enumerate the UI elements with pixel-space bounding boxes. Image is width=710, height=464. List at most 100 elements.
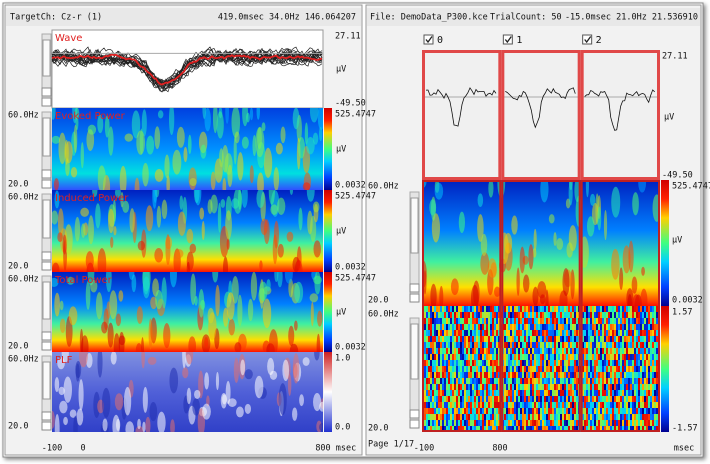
heatmap-cell (574, 426, 576, 432)
heatmap-cell (454, 366, 456, 372)
heatmap-cell (590, 420, 592, 426)
scroll-thumb[interactable] (42, 361, 51, 400)
heatmap-cell (532, 318, 534, 324)
heatmap-cell (608, 318, 610, 324)
heatmap-cell (518, 336, 520, 342)
heatmap-cell (566, 390, 568, 396)
heatmap-cell (524, 372, 526, 378)
heatmap-cell (618, 324, 620, 330)
heatmap-cell (530, 366, 532, 372)
heatmap-cell (428, 318, 430, 324)
heatmap-cell (486, 306, 488, 312)
heatmap-cell (586, 342, 588, 348)
zoom-in-button[interactable] (41, 331, 52, 341)
heatmap-cell (434, 372, 436, 378)
heatmap-cell (620, 396, 622, 402)
heatmap-cell (598, 420, 600, 426)
zoom-out-button[interactable] (41, 421, 52, 431)
heatmap-cell (456, 372, 458, 378)
heatmap-cell (466, 378, 468, 384)
heatmap-cell (600, 312, 602, 318)
heatmap-column (644, 306, 646, 432)
heatmap-cell (466, 360, 468, 366)
heatmap-blob (136, 130, 145, 155)
heatmap-cell (576, 306, 578, 312)
trial-checkbox[interactable] (502, 34, 513, 45)
zoom-in-button[interactable] (41, 411, 52, 421)
heatmap-cell (450, 342, 452, 348)
zoom-in-button[interactable] (409, 283, 420, 293)
heatmap-blob (247, 298, 254, 322)
zoom-out-button[interactable] (41, 97, 52, 107)
heatmap-cell (492, 414, 494, 420)
heatmap-cell (604, 384, 606, 390)
zoom-out-button[interactable] (41, 341, 52, 351)
heatmap-cell (440, 360, 442, 366)
heatmap-cell (532, 312, 534, 318)
heatmap-blob (309, 293, 319, 303)
scroll-thumb[interactable] (410, 323, 419, 380)
heatmap-cell (490, 324, 492, 330)
heatmap-cell (434, 342, 436, 348)
heatmap-cell (640, 390, 642, 396)
heatmap-cell (626, 366, 628, 372)
trial-checkbox[interactable] (423, 34, 434, 45)
heatmap-cell (592, 378, 594, 384)
left-header (6, 8, 361, 26)
heatmap-cell (544, 306, 546, 312)
heatmap-cell (504, 384, 506, 390)
heatmap-cell (570, 402, 572, 408)
scroll-thumb[interactable] (42, 117, 51, 157)
scroll-thumb[interactable] (42, 39, 51, 77)
heatmap-cell (522, 366, 524, 372)
zoom-in-button[interactable] (41, 87, 52, 97)
heatmap-cell (518, 306, 520, 312)
heatmap-blob (294, 281, 304, 304)
heatmap-cell (546, 306, 548, 312)
heatmap-cell (516, 390, 518, 396)
heatmap-cell (436, 426, 438, 432)
scroll-thumb[interactable] (42, 199, 51, 239)
heatmap-cell (464, 390, 466, 396)
heatmap-cell (536, 402, 538, 408)
heatmap-cell (456, 408, 458, 414)
heatmap-cell (464, 414, 466, 420)
heatmap-cell (642, 414, 644, 420)
scroll-thumb[interactable] (410, 197, 419, 254)
scroll-thumb[interactable] (42, 281, 51, 320)
heatmap-cell (548, 306, 550, 312)
heatmap-blob (131, 110, 141, 139)
zoom-out-button[interactable] (41, 261, 52, 271)
heatmap-cell (594, 396, 596, 402)
heatmap-cell (476, 384, 478, 390)
heatmap-cell (642, 330, 644, 336)
heatmap-cell (532, 342, 534, 348)
heatmap-cell (562, 348, 564, 354)
zoom-out-button[interactable] (41, 179, 52, 189)
heatmap-cell (448, 390, 450, 396)
heatmap-cell (574, 360, 576, 366)
x-tick-label: 0 (80, 444, 85, 454)
heatmap-cell (596, 330, 598, 336)
heatmap-cell (602, 390, 604, 396)
heatmap-cell (576, 402, 578, 408)
zoom-in-button[interactable] (41, 169, 52, 179)
heatmap-cell (530, 408, 532, 414)
heatmap-cell (522, 384, 524, 390)
heatmap-cell (626, 354, 628, 360)
trial-checkbox[interactable] (582, 34, 593, 45)
heatmap-cell (464, 408, 466, 414)
heatmap-cell (598, 330, 600, 336)
heatmap-cell (648, 312, 650, 318)
heatmap-cell (508, 312, 510, 318)
zoom-in-button[interactable] (41, 251, 52, 261)
zoom-in-button[interactable] (409, 409, 420, 419)
heatmap-cell (444, 360, 446, 366)
zoom-out-button[interactable] (409, 293, 420, 303)
heatmap-cell (496, 372, 498, 378)
heatmap-column (640, 306, 642, 432)
heatmap-cell (436, 348, 438, 354)
heatmap-cell (628, 414, 630, 420)
heatmap-cell (456, 360, 458, 366)
zoom-out-button[interactable] (409, 419, 420, 429)
